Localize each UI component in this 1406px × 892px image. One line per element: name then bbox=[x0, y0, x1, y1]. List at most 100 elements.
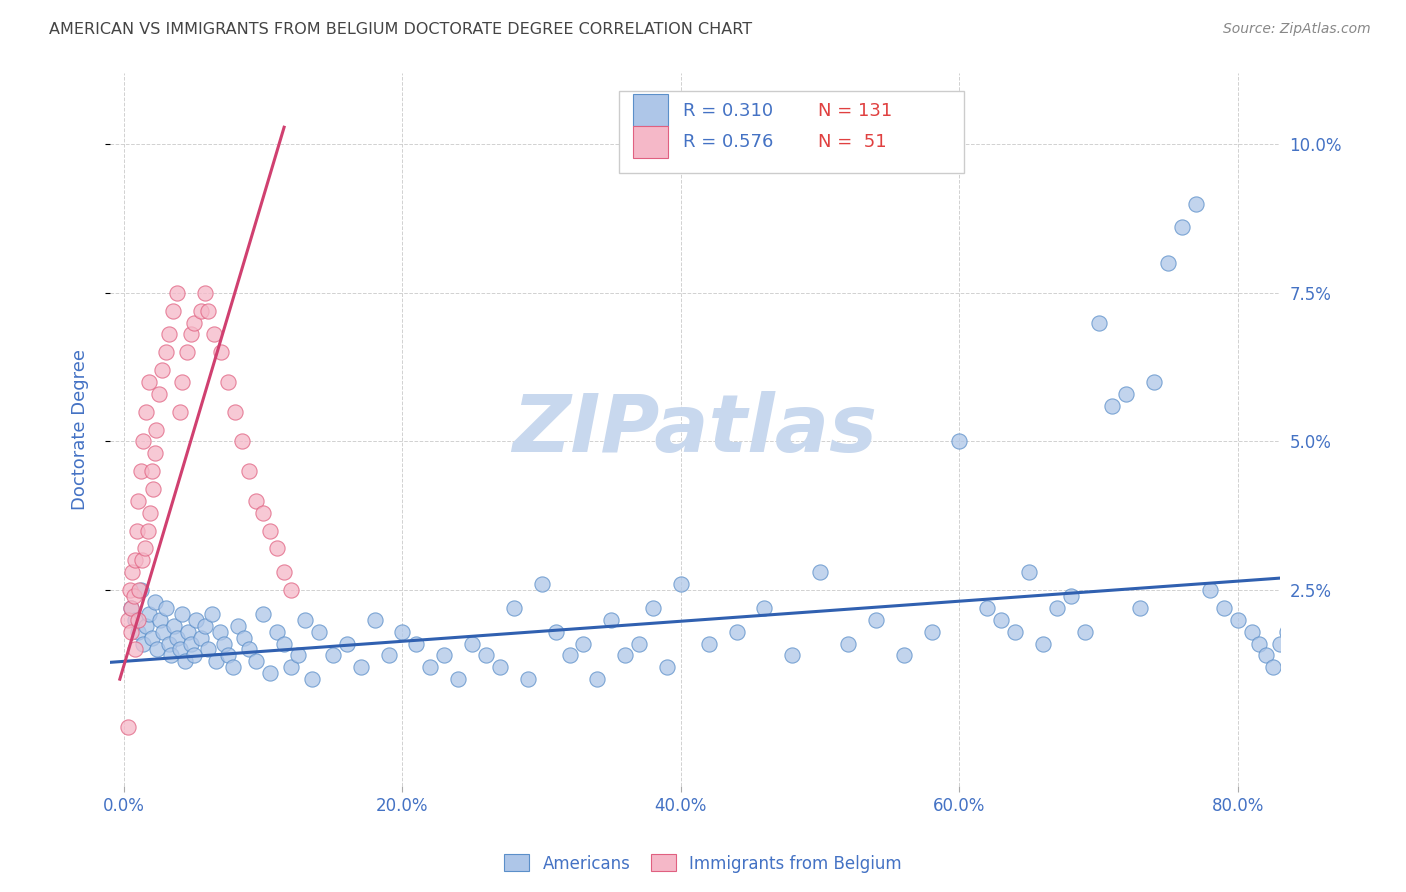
Point bbox=[148, 387, 170, 401]
Point bbox=[266, 541, 288, 556]
Point bbox=[1199, 582, 1222, 597]
Point bbox=[238, 642, 260, 657]
Point bbox=[146, 642, 169, 657]
Point bbox=[544, 624, 567, 639]
Point bbox=[127, 613, 149, 627]
Point bbox=[1372, 660, 1395, 674]
FancyBboxPatch shape bbox=[633, 126, 668, 158]
Text: N =  51: N = 51 bbox=[818, 133, 886, 151]
Point bbox=[194, 285, 217, 300]
Point bbox=[558, 648, 581, 663]
Point bbox=[121, 565, 143, 579]
Legend: Americans, Immigrants from Belgium: Americans, Immigrants from Belgium bbox=[498, 847, 908, 880]
Point bbox=[893, 648, 915, 663]
Point bbox=[145, 423, 167, 437]
Point bbox=[183, 316, 205, 330]
FancyBboxPatch shape bbox=[619, 91, 963, 173]
Point bbox=[266, 624, 288, 639]
Point bbox=[1018, 565, 1040, 579]
Point bbox=[1261, 660, 1284, 674]
Point bbox=[572, 636, 595, 650]
Point bbox=[808, 565, 831, 579]
Point bbox=[308, 624, 330, 639]
Point bbox=[697, 636, 720, 650]
Point bbox=[447, 672, 470, 686]
Point bbox=[157, 636, 180, 650]
Point bbox=[152, 624, 174, 639]
Point bbox=[655, 660, 678, 674]
Point bbox=[1115, 387, 1137, 401]
Point bbox=[194, 618, 217, 632]
Point bbox=[1331, 648, 1354, 663]
Point bbox=[273, 565, 295, 579]
Point bbox=[1289, 660, 1312, 674]
Point bbox=[197, 303, 219, 318]
Point bbox=[163, 618, 186, 632]
Point bbox=[226, 618, 249, 632]
Point bbox=[190, 303, 212, 318]
Point bbox=[166, 285, 188, 300]
Point bbox=[252, 607, 274, 621]
Point bbox=[1317, 624, 1340, 639]
Point bbox=[259, 666, 281, 681]
Point bbox=[134, 541, 156, 556]
Point bbox=[231, 434, 253, 449]
Point bbox=[1046, 600, 1069, 615]
Point bbox=[125, 524, 148, 538]
Point bbox=[180, 636, 202, 650]
Point bbox=[1379, 672, 1402, 686]
Point bbox=[273, 636, 295, 650]
Point bbox=[669, 577, 692, 591]
Point bbox=[143, 446, 166, 460]
Point bbox=[377, 648, 399, 663]
Point bbox=[129, 464, 152, 478]
Point bbox=[1171, 220, 1194, 235]
Text: R = 0.576: R = 0.576 bbox=[683, 133, 773, 151]
Point bbox=[391, 624, 413, 639]
Point bbox=[837, 636, 859, 650]
Text: N = 131: N = 131 bbox=[818, 102, 891, 120]
Point bbox=[1386, 648, 1406, 663]
Point bbox=[172, 375, 194, 389]
Point bbox=[433, 648, 456, 663]
Point bbox=[948, 434, 970, 449]
Point bbox=[1060, 589, 1083, 603]
Point bbox=[155, 345, 177, 359]
Point bbox=[1185, 196, 1208, 211]
Point bbox=[122, 589, 145, 603]
Point bbox=[1400, 660, 1406, 674]
Point bbox=[1212, 600, 1234, 615]
Point bbox=[141, 464, 163, 478]
Point bbox=[1240, 624, 1263, 639]
Point bbox=[149, 613, 172, 627]
Point bbox=[336, 636, 359, 650]
Point bbox=[217, 648, 239, 663]
Point bbox=[1303, 648, 1326, 663]
Point bbox=[166, 631, 188, 645]
Point bbox=[204, 327, 226, 342]
Point bbox=[183, 648, 205, 663]
Point bbox=[1324, 672, 1347, 686]
Point bbox=[172, 607, 194, 621]
Point bbox=[990, 613, 1012, 627]
Point bbox=[120, 624, 142, 639]
Point bbox=[127, 624, 149, 639]
Point bbox=[1101, 399, 1123, 413]
Point bbox=[1129, 600, 1152, 615]
Point bbox=[118, 582, 141, 597]
Text: R = 0.310: R = 0.310 bbox=[683, 102, 773, 120]
Point bbox=[780, 648, 803, 663]
Point bbox=[614, 648, 637, 663]
Point bbox=[641, 600, 664, 615]
Point bbox=[132, 636, 155, 650]
Point bbox=[586, 672, 609, 686]
Point bbox=[224, 405, 246, 419]
Point bbox=[363, 613, 385, 627]
Point bbox=[186, 613, 208, 627]
Point bbox=[221, 660, 243, 674]
Point bbox=[1073, 624, 1095, 639]
Text: AMERICAN VS IMMIGRANTS FROM BELGIUM DOCTORATE DEGREE CORRELATION CHART: AMERICAN VS IMMIGRANTS FROM BELGIUM DOCT… bbox=[49, 22, 752, 37]
Point bbox=[169, 642, 191, 657]
Point bbox=[245, 494, 267, 508]
Point bbox=[1282, 648, 1305, 663]
